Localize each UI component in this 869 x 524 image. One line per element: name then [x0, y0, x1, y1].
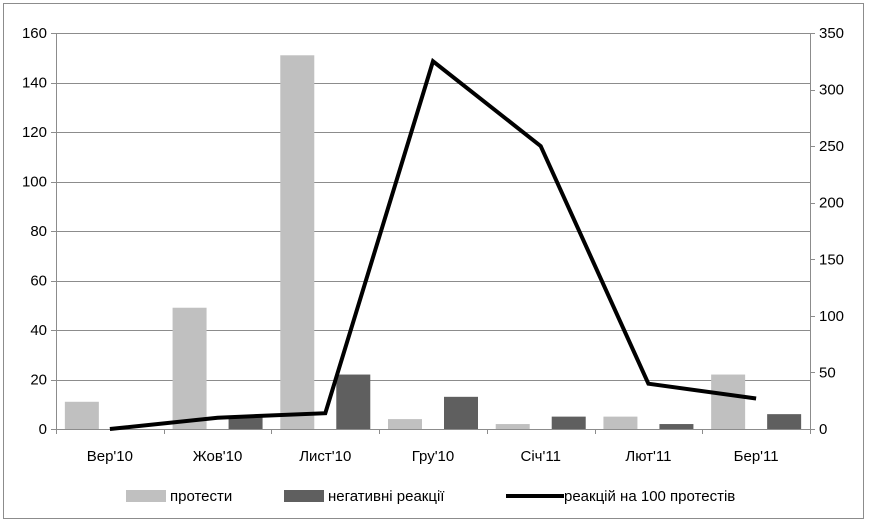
legend: протести негативні реакції реакцій на 100 …	[126, 488, 735, 505]
x-tick-label: Січ'11	[521, 448, 561, 465]
x-tick-label: Лист'10	[299, 448, 351, 465]
left-tick-label: 40	[30, 322, 47, 339]
left-tick-label: 60	[30, 273, 47, 290]
legend-label: негативні реакції	[328, 488, 445, 505]
bar-protests	[603, 416, 638, 429]
bar-protests	[64, 401, 99, 429]
x-tick-label: Гру'10	[412, 448, 455, 465]
line-reactions-per-100	[109, 57, 757, 431]
right-tick-label: 50	[819, 364, 836, 381]
axes	[51, 33, 815, 434]
right-tick-label: 250	[819, 138, 844, 155]
legend-swatch	[126, 490, 166, 502]
x-tick-label: Вер'10	[87, 448, 133, 465]
bar-negative-reactions	[444, 396, 478, 429]
right-tick-label: 0	[819, 421, 827, 438]
left-tick-label: 80	[30, 223, 47, 240]
legend-item-protests: протести	[126, 488, 232, 505]
right-axis-ticks: 0 50 100 150 200 250 300 350	[819, 25, 844, 438]
left-tick-label: 100	[22, 174, 47, 191]
left-tick-label: 20	[30, 372, 47, 389]
bar-negative-reactions	[659, 424, 694, 429]
right-tick-label: 300	[819, 82, 844, 99]
bars	[64, 55, 802, 430]
bar-protests	[711, 374, 746, 429]
bar-negative-reactions	[767, 414, 802, 429]
left-tick-label: 120	[22, 124, 47, 141]
bar-negative-reactions	[551, 416, 586, 429]
left-tick-label: 160	[22, 25, 47, 42]
right-tick-label: 100	[819, 308, 844, 325]
right-tick-label: 150	[819, 251, 844, 268]
bar-protests	[495, 424, 530, 429]
x-axis-ticks: Вер'10 Жов'10 Лист'10 Гру'10 Січ'11 Лют'11 Бер…	[87, 448, 779, 465]
right-tick-label: 200	[819, 195, 844, 212]
legend-label: протести	[170, 488, 232, 505]
gridlines	[56, 33, 810, 430]
right-tick-label: 350	[819, 25, 844, 42]
bar-protests	[388, 419, 422, 429]
line-series	[109, 57, 757, 431]
legend-item-negative-reactions: негативні реакції	[284, 488, 445, 505]
bar-negative-reactions	[336, 374, 371, 429]
left-tick-label: 0	[39, 421, 47, 438]
x-tick-label: Лют'11	[625, 448, 671, 465]
left-tick-label: 140	[22, 75, 47, 92]
x-tick-label: Жов'10	[193, 448, 243, 465]
legend-item-reactions-per-100: реакцій на 100 протестів	[506, 488, 735, 505]
bar-negative-reactions	[228, 416, 263, 429]
chart-frame	[3, 3, 864, 519]
bar-protests	[280, 55, 315, 430]
legend-label: реакцій на 100 протестів	[564, 488, 735, 505]
x-tick-label: Бер'11	[734, 448, 779, 465]
bar-protests	[172, 307, 207, 429]
legend-swatch	[284, 490, 324, 502]
left-axis-ticks: 0 20 40 60 80 100 120 140 160	[22, 25, 47, 438]
